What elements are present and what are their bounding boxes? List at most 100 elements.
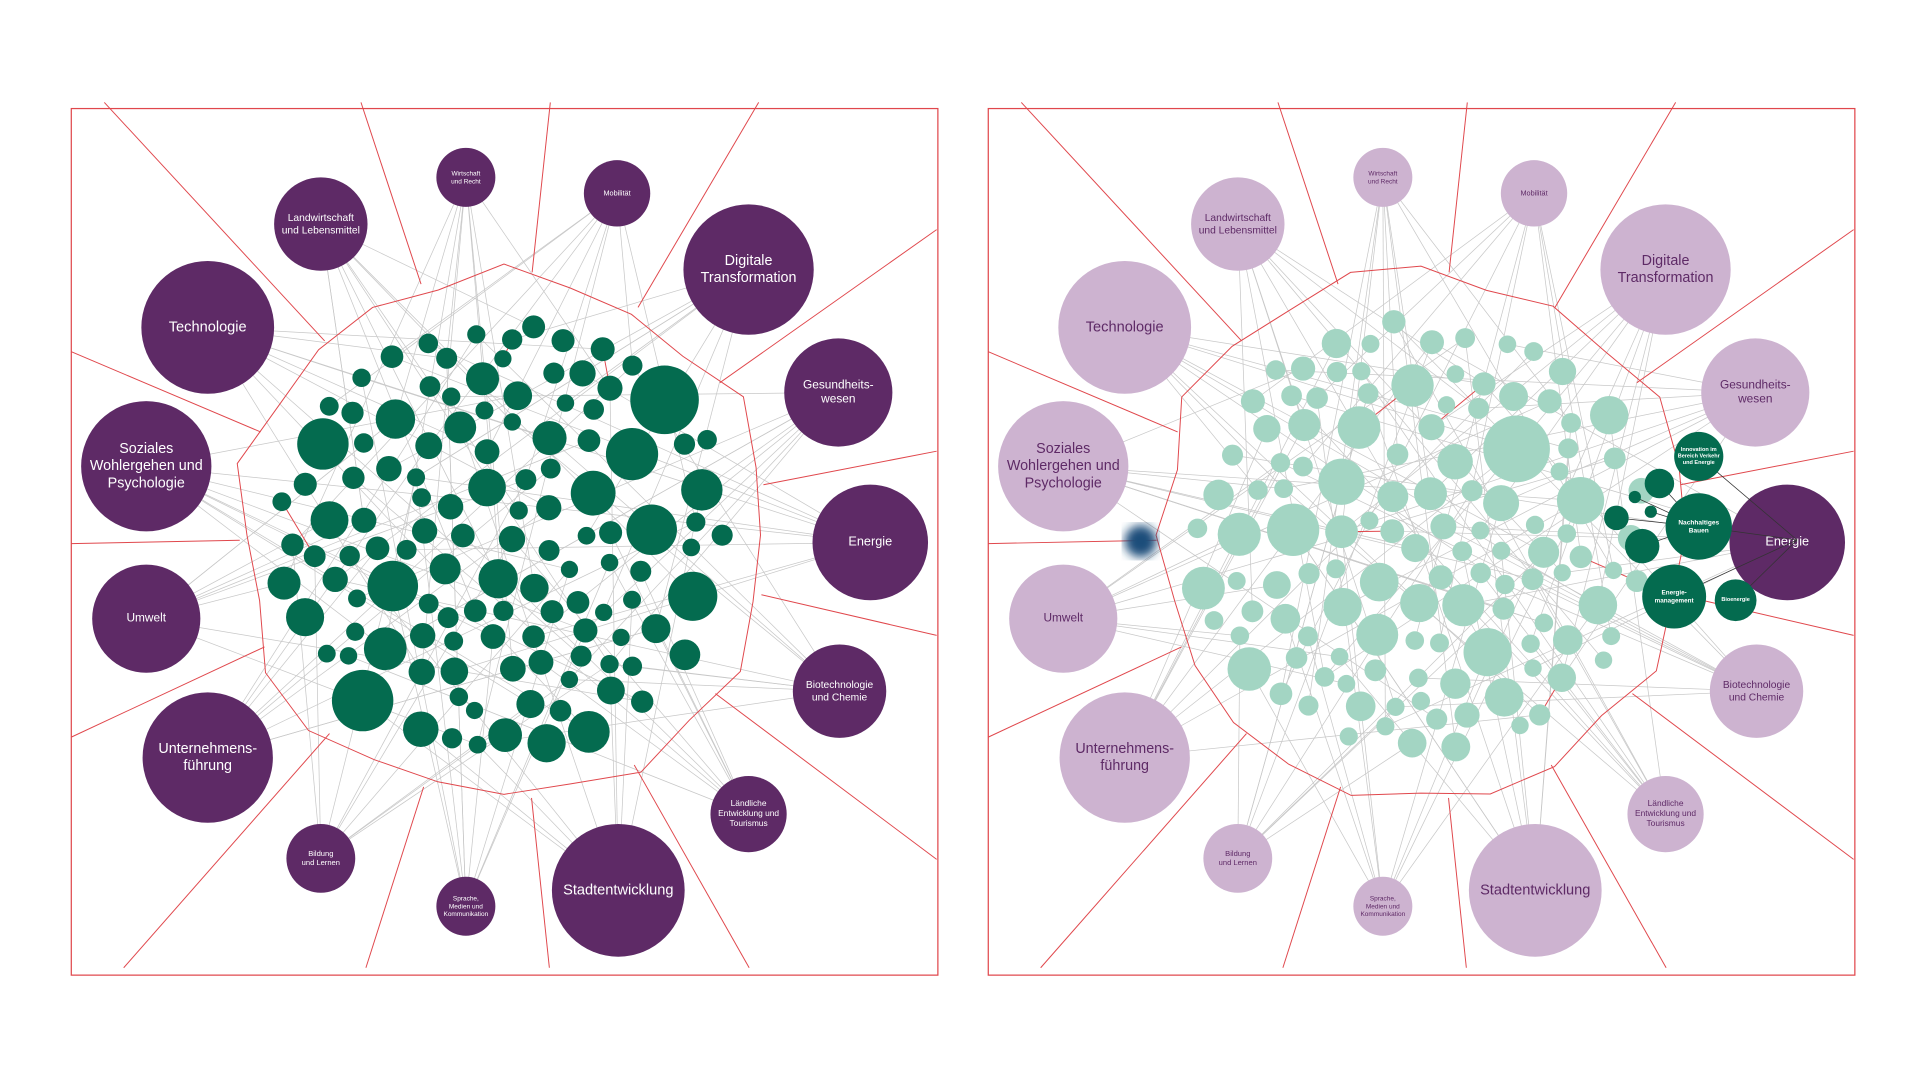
topic-bubble [1524, 342, 1544, 361]
edge [1124, 327, 1599, 606]
label-line: Stadtentwicklung [563, 882, 673, 898]
topic-bubble [1411, 691, 1431, 711]
node-label: Ländliche Entwicklung und Tourismus [718, 798, 779, 828]
label-line: Wirtschaft [451, 170, 480, 177]
topic-bubble [1376, 717, 1395, 736]
edge [1124, 351, 1534, 758]
topic-bubble [1548, 357, 1577, 386]
label-line: Nachhaltiges [1678, 519, 1719, 526]
label-line: Technologie [1086, 319, 1164, 335]
topic-bubble [1428, 565, 1453, 590]
topic-bubble [509, 501, 528, 520]
label-line: Psychologie [108, 475, 185, 491]
topic-bubble [711, 524, 733, 546]
topic-bubble [346, 622, 365, 641]
topic-bubble [1352, 362, 1371, 381]
topic-bubble [474, 439, 500, 465]
edge [465, 177, 611, 389]
topic-bubble [444, 631, 464, 651]
cell-border [637, 102, 760, 308]
topic-bubble [516, 690, 545, 719]
topic-bubble [348, 589, 366, 608]
node-label: Wirtschaft und Recht [1368, 170, 1398, 185]
edge [511, 538, 749, 815]
topic-bubble [1240, 389, 1265, 414]
topic-bubble [1498, 335, 1517, 354]
label-line: Stadtentwicklung [1480, 882, 1590, 898]
topic-bubble [567, 710, 610, 753]
label-line: management [1655, 597, 1695, 604]
edge [1237, 223, 1485, 385]
label-line: Transformation [701, 270, 797, 286]
label-line: Entwicklung und [1635, 808, 1696, 818]
topic-bubble [1400, 583, 1439, 623]
label-line: Mobilität [1520, 188, 1547, 197]
node-label: Umwelt [126, 611, 166, 625]
edge [610, 532, 749, 815]
edge [617, 489, 703, 891]
node-label: Ländliche Entwicklung und Tourismus [1635, 798, 1696, 828]
cell-border [988, 351, 1178, 433]
label-line: Tourismus [729, 818, 767, 828]
topic-bubble [560, 670, 579, 689]
topic-bubble [1288, 409, 1321, 442]
topic-bubble [1550, 462, 1569, 481]
topic-bubble [1248, 480, 1268, 500]
topic-bubble [682, 538, 701, 557]
topic-bubble [668, 571, 718, 621]
cell-border [365, 786, 425, 968]
topic-bubble [1269, 682, 1293, 706]
label-line: Bildung [1225, 849, 1250, 858]
label-line: Bereich Verkehr [1678, 454, 1721, 460]
topic-bubble [467, 325, 486, 344]
topic-bubble [1511, 716, 1529, 735]
label-line: Medien und [449, 903, 483, 910]
topic-bubble [1529, 704, 1551, 726]
topic-bubble [429, 553, 461, 585]
cell-border [71, 646, 265, 738]
node-label: Mobilität [603, 188, 630, 197]
topic-bubble [365, 536, 390, 561]
topic-bubble [596, 676, 625, 705]
topic-bubble [1437, 444, 1473, 480]
category-node [583, 160, 651, 227]
topic-bubble [281, 533, 304, 556]
node-label: Energie-management [1655, 589, 1695, 604]
topic-bubble [1262, 571, 1291, 599]
topic-bubble [1483, 485, 1520, 522]
topic-bubble [595, 603, 613, 622]
topic-bubble [380, 345, 404, 369]
topic-bubble [1413, 477, 1447, 511]
label-line: Medien und [1366, 903, 1400, 910]
topic-bubble [1270, 453, 1291, 473]
category-node [81, 401, 212, 532]
topic-bubble [527, 724, 566, 763]
topic-bubble [1524, 659, 1542, 677]
label-line: Wohlergehen und [1007, 458, 1120, 474]
label-line: wesen [820, 392, 855, 406]
label-line: und Chemie [1729, 692, 1785, 703]
edge [1382, 177, 1572, 424]
topic-bubble [577, 526, 596, 545]
topic-bubble [1314, 667, 1335, 687]
cell-border [1282, 786, 1342, 968]
edge [1124, 327, 1506, 585]
category-node [141, 260, 275, 394]
edge [428, 193, 618, 446]
topic-bubble [1337, 674, 1356, 693]
node-label: Gesundheits-wesen [1720, 377, 1791, 405]
cell-border [1554, 102, 1677, 308]
cell-ring [1155, 265, 1686, 796]
topic-bubble [408, 658, 435, 686]
node-label: Biotechnologie und Chemie [806, 680, 874, 703]
topic-bubble [1318, 458, 1365, 505]
edge [320, 538, 513, 859]
topic-bubble [1528, 536, 1560, 568]
edge [1530, 269, 1666, 644]
topic-bubble [686, 512, 706, 532]
edge [349, 555, 619, 891]
category-node [710, 776, 787, 853]
topic-bubble [1281, 385, 1302, 407]
topic-bubble [570, 645, 592, 667]
topic-bubble [1361, 334, 1380, 353]
